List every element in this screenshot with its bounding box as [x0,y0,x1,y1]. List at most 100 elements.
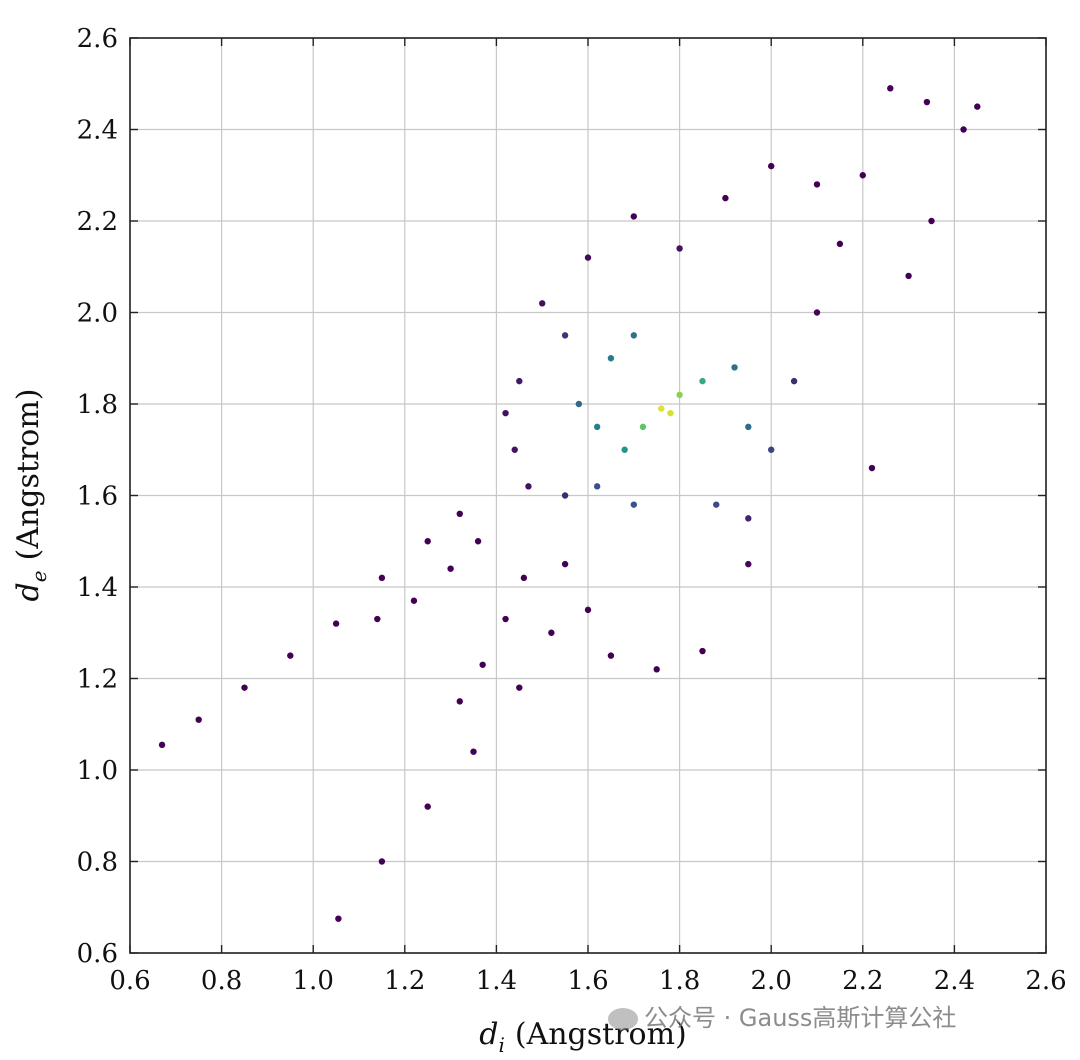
data-point [630,213,637,220]
x-tick-label: 1.2 [384,966,425,996]
y-tick-label: 1.8 [77,390,118,420]
data-point [561,560,569,568]
data-point [520,574,528,582]
data-point [378,574,386,582]
x-tick-label: 1.4 [476,966,517,996]
data-point [813,309,821,316]
data-point [607,652,615,659]
data-point [287,652,294,659]
y-tick-label: 1.2 [77,665,118,695]
x-tick-label: 1.8 [659,966,700,996]
data-point [424,538,431,545]
data-point [630,332,637,339]
y-axis-subscript: e [27,570,51,582]
data-point [923,98,931,106]
data-point [745,560,752,568]
data-point [561,492,569,499]
data-point [593,423,601,431]
data-point [584,254,592,261]
data-point [607,355,615,362]
data-point [410,597,418,604]
x-tick-label: 2.4 [934,966,975,996]
y-tick-label: 2.6 [77,24,118,54]
x-tick-label: 0.8 [201,966,242,996]
data-point [974,103,981,110]
data-point [667,409,674,417]
y-tick-label: 0.6 [77,939,118,969]
x-tick-label: 2.2 [842,966,883,996]
data-point [745,515,752,522]
data-point [887,85,894,92]
data-point [332,620,340,627]
data-point [621,446,628,453]
data-point [593,483,601,490]
y-tick-label: 1.0 [77,756,118,786]
x-tick-labels: 0.6 0.8 1.0 1.2 1.4 1.6 1.8 2.0 2.2 2.4 2.6 [109,966,1066,996]
x-axis-subscript: i [498,1033,504,1057]
data-point [374,615,381,623]
data-point [539,300,546,307]
data-point [561,332,569,339]
x-axis-symbol: d [479,1017,498,1052]
data-point [722,194,729,202]
data-point [447,565,454,572]
data-points [158,85,981,922]
y-axis-label: de (Angstrom) [11,389,51,602]
x-tick-label: 1.6 [567,966,608,996]
y-tick-label: 1.6 [77,482,118,512]
data-point [516,377,523,385]
data-point [575,400,583,408]
data-point [502,409,509,417]
data-point [960,126,967,133]
grid-lines [129,37,1047,954]
data-point [676,245,683,252]
data-point [699,377,706,385]
y-tick-labels: 0.6 0.8 1.0 1.2 1.4 1.6 1.8 2.0 2.2 2.4 2.6 [77,24,118,969]
data-point [639,423,647,431]
data-point [474,538,482,545]
data-point [470,748,477,755]
x-tick-label: 1.0 [293,966,334,996]
data-point [699,647,706,655]
data-point [790,377,798,385]
data-point [335,915,342,922]
data-point [630,501,637,508]
wechat-icon [608,1008,638,1030]
data-point [378,858,386,865]
data-point [658,405,665,412]
data-point [424,803,431,810]
y-tick-label: 2.4 [77,116,118,146]
data-point [713,501,720,508]
data-point [479,661,486,668]
data-point [868,464,876,472]
data-point [548,629,555,636]
y-tick-label: 2.0 [77,299,118,329]
data-point [731,364,738,371]
watermark-text: 公众号 · Gauss高斯计算公社 [644,1004,957,1032]
data-point [928,217,935,225]
x-tick-label: 2.6 [1025,966,1066,996]
data-point [502,615,509,623]
y-axis-symbol: d [11,582,46,601]
data-point [905,272,912,280]
y-tick-label: 2.2 [77,207,118,237]
data-point [516,684,523,691]
axis-ticks [129,37,1047,954]
data-point [745,423,752,431]
data-point [859,172,866,179]
data-point [768,446,775,453]
x-axis-unit: (Angstrom) [515,1017,687,1052]
data-point [456,510,463,517]
data-point [158,741,166,749]
data-point [241,684,248,691]
x-axis-label: di (Angstrom) [479,1017,687,1057]
data-point [195,716,202,723]
data-point [653,666,660,673]
data-point [768,162,775,170]
data-point [511,446,518,453]
data-point [813,181,821,188]
watermark: 公众号 · Gauss高斯计算公社 [608,998,956,1033]
x-tick-label: 0.6 [109,966,150,996]
y-tick-label: 1.4 [77,573,118,603]
